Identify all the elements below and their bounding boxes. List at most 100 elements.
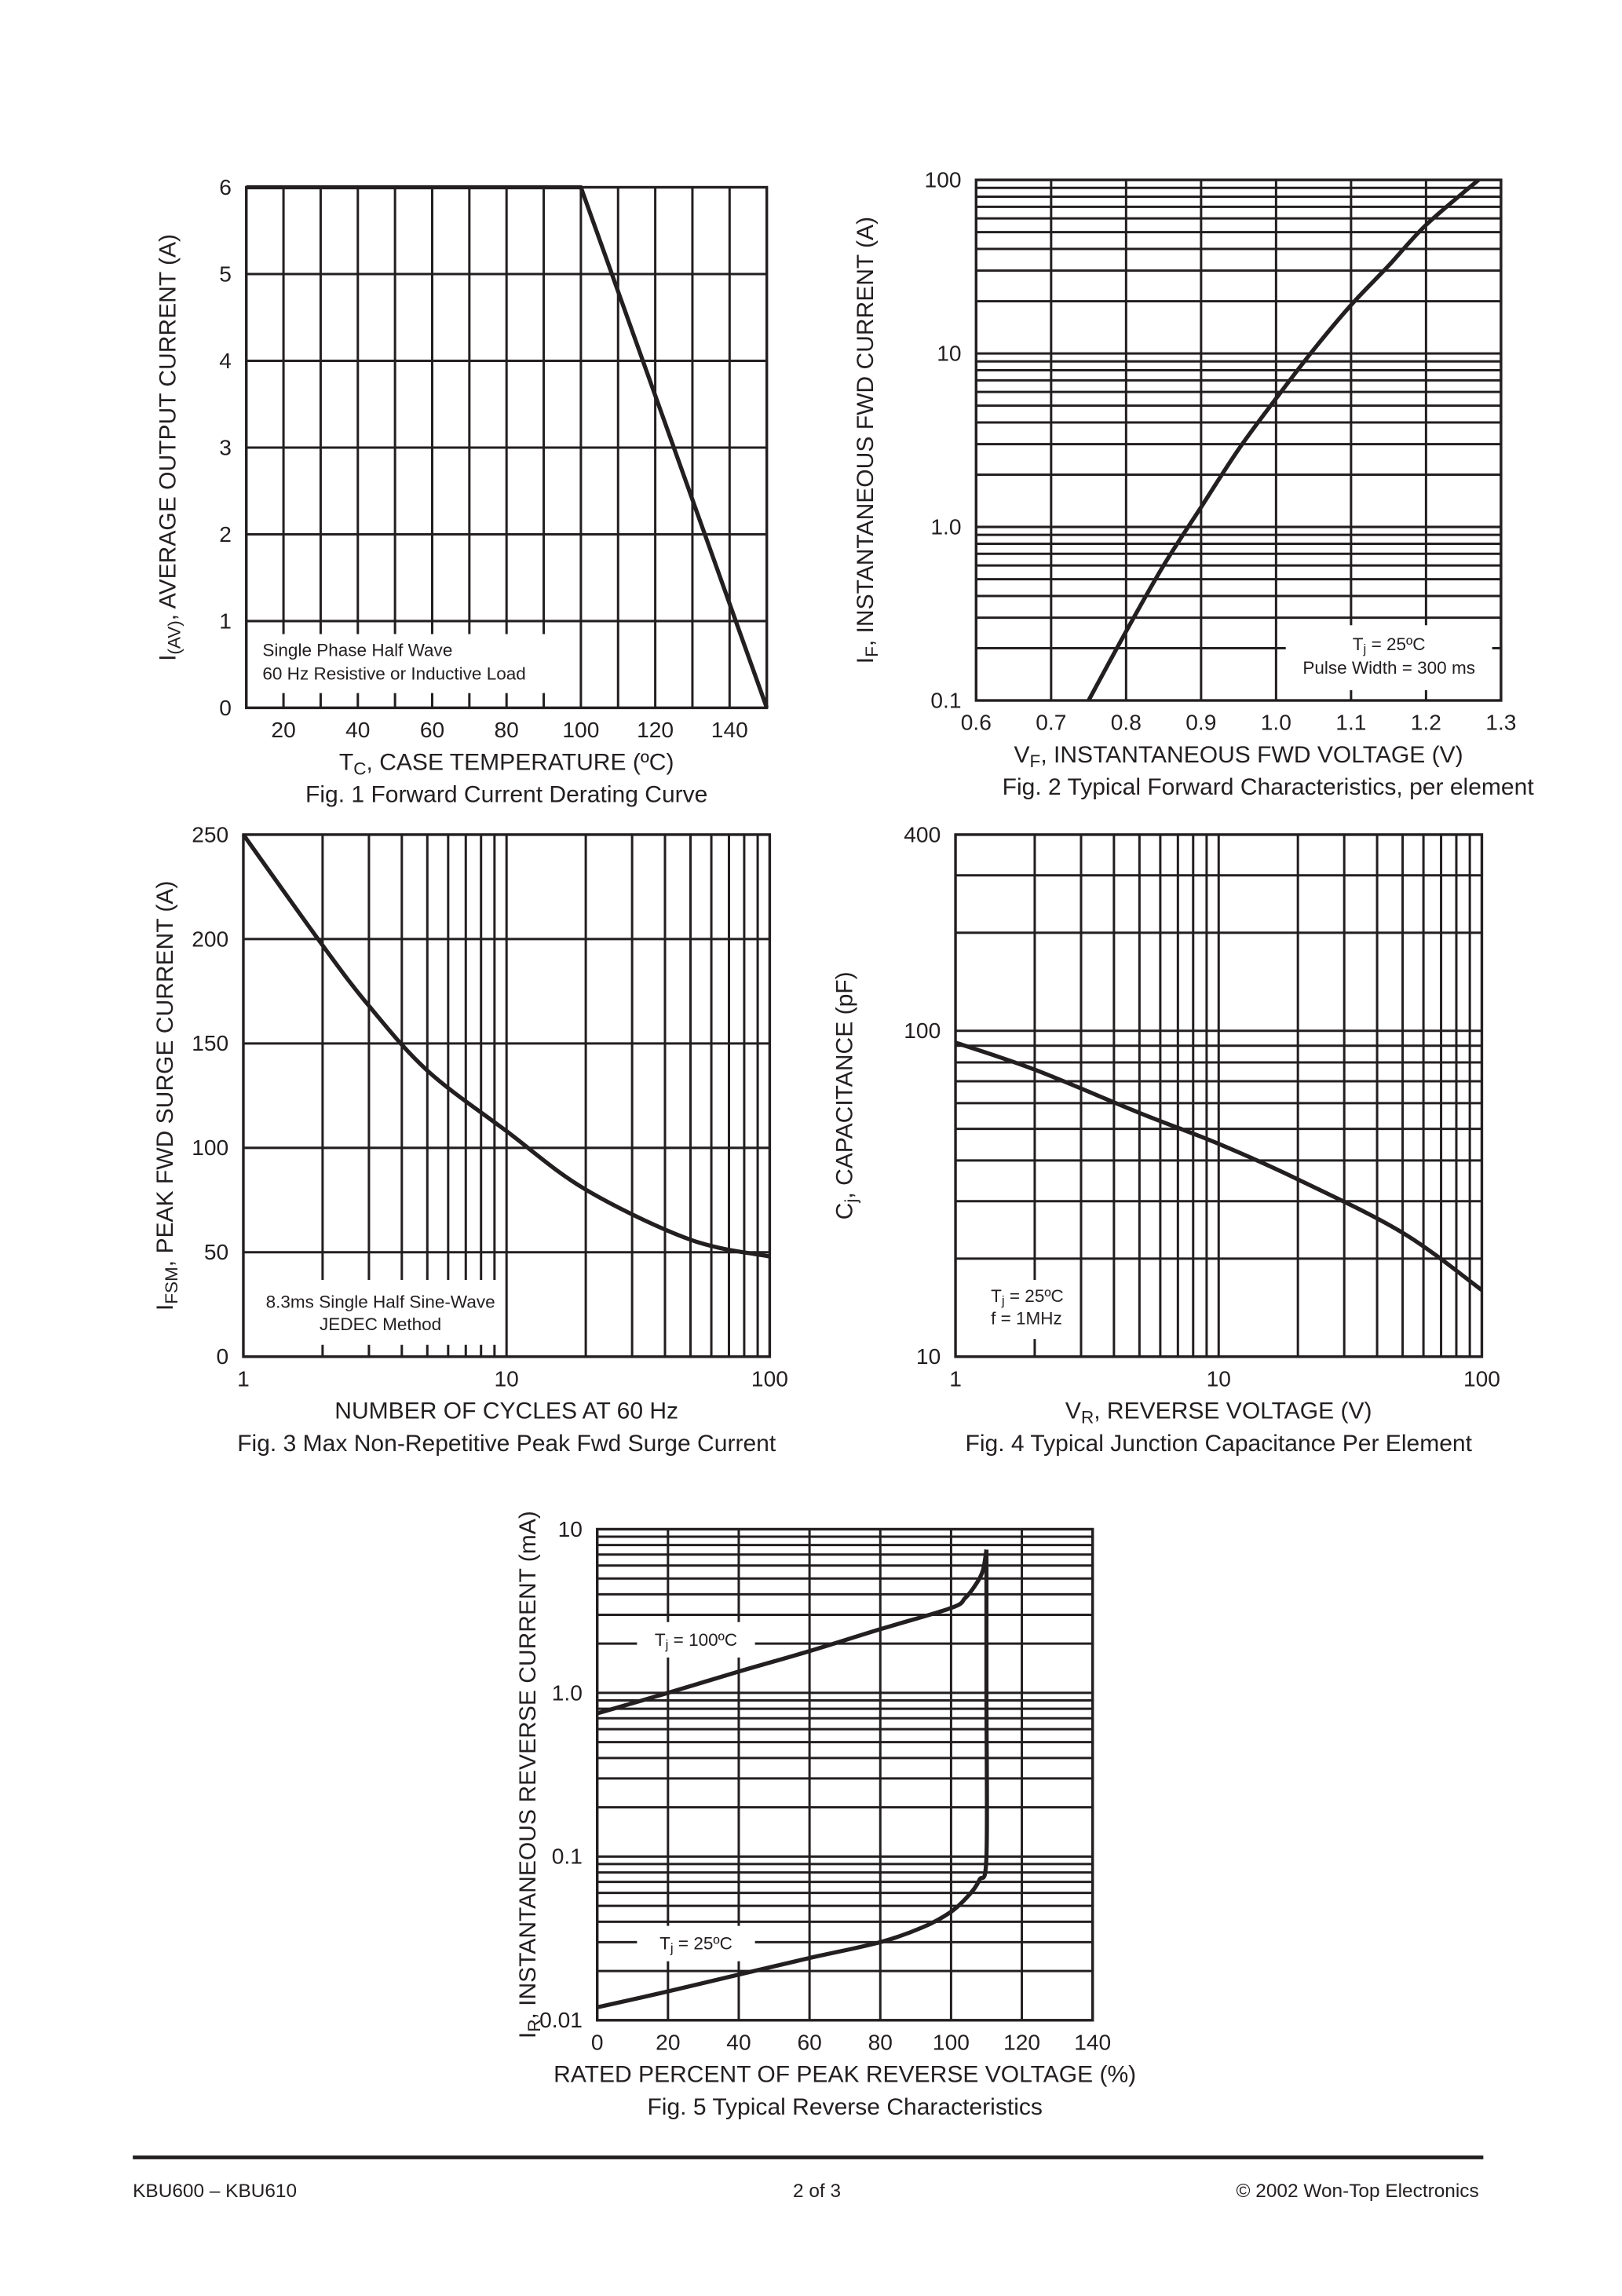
text-span: , INSTANTANEOUS FWD VOLTAGE (V) — [1040, 742, 1463, 768]
annotation-background — [247, 1280, 502, 1345]
y-tick-label: 0 — [219, 696, 232, 720]
x-tick-label: 100 — [751, 1366, 788, 1391]
text-span: 60 Hz Resistive or Inductive Load — [262, 664, 525, 684]
x-tick-label: 0.8 — [1111, 711, 1142, 735]
x-axis-label: TC, CASE TEMPERATURE (ºC) — [339, 749, 674, 778]
figure-title: Fig. 5 Typical Reverse Characteristics — [647, 2094, 1042, 2120]
annotation-background — [637, 1621, 755, 1658]
text-span: NUMBER OF CYCLES AT 60 Hz — [334, 1398, 678, 1424]
series-curve-1 — [955, 1040, 1484, 1292]
x-tick-label: 0.6 — [961, 711, 992, 735]
annotation-text: Single Phase Half Wave — [262, 641, 452, 660]
text-span: , INSTANTANEOUS REVERSE CURRENT (mA) — [515, 1511, 541, 2019]
figure-title: Fig. 2 Typical Forward Characteristics, … — [1003, 774, 1535, 800]
series-curve-2 — [597, 1549, 989, 2009]
subscript: (AV) — [164, 620, 184, 654]
x-tick-label: 60 — [797, 2030, 821, 2054]
text-span: , AVERAGE OUTPUT CURRENT (A) — [155, 234, 181, 620]
figure-title: Fig. 3 Max Non-Repetitive Peak Fwd Surge… — [237, 1431, 776, 1457]
gridlines — [974, 178, 1503, 702]
x-tick-label: 1 — [237, 1366, 250, 1391]
x-tick-label: 60 — [420, 718, 444, 742]
text-span: f = 1MHz — [991, 1308, 1062, 1328]
subscript: R — [524, 2020, 544, 2032]
y-tick-label: 2 — [219, 522, 232, 547]
x-tick-label: 0.9 — [1185, 711, 1216, 735]
x-tick-label: 100 — [933, 2030, 970, 2054]
y-tick-label: 0.1 — [930, 688, 961, 712]
text-span: 8.3ms Single Half Sine-Wave — [266, 1292, 495, 1312]
text-span: Pulse Width = 300 ms — [1302, 658, 1475, 678]
x-axis-label: VR, REVERSE VOLTAGE (V) — [1065, 1398, 1372, 1428]
y-tick-label: 100 — [904, 1018, 941, 1043]
x-tick-label: 20 — [271, 718, 295, 742]
y-tick-label: 400 — [904, 822, 941, 846]
x-tick-label: 100 — [562, 718, 599, 742]
gridlines — [245, 185, 769, 709]
y-tick-label: 10 — [916, 1344, 941, 1369]
x-tick-label: 10 — [1207, 1366, 1231, 1391]
series-curve-1 — [596, 1549, 989, 1716]
text-span: I — [152, 1304, 178, 1311]
x-axis-label: VF, INSTANTANEOUS FWD VOLTAGE (V) — [1014, 742, 1463, 771]
subscript: C — [353, 759, 366, 778]
y-axis-label: IF, INSTANTANEOUS FWD CURRENT (A) — [853, 217, 882, 664]
text-span: C — [832, 1203, 858, 1220]
annotation-text: Tj = 25ºC — [659, 1934, 732, 1956]
x-tick-label: 1 — [949, 1366, 962, 1391]
text-span: RATED PERCENT OF PEAK REVERSE VOLTAGE (%… — [553, 2062, 1136, 2088]
text-span: V — [1065, 1398, 1081, 1424]
annotation-background — [1285, 625, 1492, 690]
y-tick-label: 1 — [219, 609, 232, 633]
x-tick-label: 0.7 — [1036, 711, 1066, 735]
y-tick-label: 10 — [558, 1517, 583, 1541]
x-tick-label: 140 — [1074, 2030, 1111, 2054]
y-axis-label: IR, INSTANTANEOUS REVERSE CURRENT (mA) — [515, 1511, 544, 2038]
x-tick-label: 1.1 — [1335, 711, 1366, 735]
text-span: , PEAK FWD SURGE CURRENT (A) — [152, 881, 178, 1267]
x-axis-label: RATED PERCENT OF PEAK REVERSE VOLTAGE (%… — [553, 2062, 1136, 2088]
text-span: JEDEC Method — [320, 1314, 441, 1334]
y-tick-label: 100 — [192, 1135, 228, 1160]
series-curve-1 — [1087, 178, 1480, 702]
plot-frame — [974, 178, 1503, 702]
text-span: V — [1014, 742, 1030, 768]
subscript: j — [1363, 642, 1367, 656]
annotation-text: Tj = 100ºC — [655, 1630, 737, 1652]
text-span: , INSTANTANEOUS FWD CURRENT (A) — [853, 217, 879, 646]
figure-title: Fig. 1 Forward Current Derating Curve — [305, 782, 707, 808]
y-tick-label: 1.0 — [930, 514, 961, 539]
y-tick-label: 200 — [192, 927, 228, 951]
footer-copyright: © 2002 Won-Top Electronics — [1237, 2181, 1479, 2202]
text-span: , REVERSE VOLTAGE (V) — [1094, 1398, 1372, 1424]
gridlines — [954, 833, 1483, 1358]
x-axis-label: NUMBER OF CYCLES AT 60 Hz — [334, 1398, 678, 1424]
annotation-background — [961, 1280, 1080, 1340]
y-tick-label: 5 — [219, 261, 232, 286]
annotation-text: JEDEC Method — [320, 1314, 441, 1334]
y-tick-label: 150 — [192, 1031, 228, 1055]
annotation-text: Tj = 25ºC — [991, 1286, 1064, 1308]
text-span: , CAPACITANCE (pF) — [832, 971, 858, 1198]
annotation-text: Tj = 25ºC — [1353, 634, 1426, 656]
text-span: = 100ºC — [668, 1630, 737, 1650]
x-tick-label: 1.0 — [1261, 711, 1291, 735]
gridlines — [242, 833, 771, 1358]
footer-part-number: KBU600 – KBU610 — [133, 2181, 297, 2202]
plot-frame — [596, 1527, 1094, 2022]
charts: Single Phase Half Wave 60 Hz Resistive or… — [152, 168, 1535, 2121]
y-tick-label: 1.0 — [552, 1680, 583, 1705]
text-span: = 25ºC — [1005, 1286, 1064, 1306]
x-tick-label: 100 — [1463, 1366, 1500, 1391]
x-tick-label: 80 — [495, 718, 519, 742]
y-tick-label: 0 — [217, 1344, 229, 1369]
x-tick-label: 40 — [726, 2030, 751, 2054]
x-tick-label: 120 — [1003, 2030, 1040, 2054]
y-axis-label: I(AV), AVERAGE OUTPUT CURRENT (A) — [155, 234, 184, 661]
subscript: F — [1030, 751, 1041, 771]
annotation-text: 60 Hz Resistive or Inductive Load — [262, 664, 525, 684]
